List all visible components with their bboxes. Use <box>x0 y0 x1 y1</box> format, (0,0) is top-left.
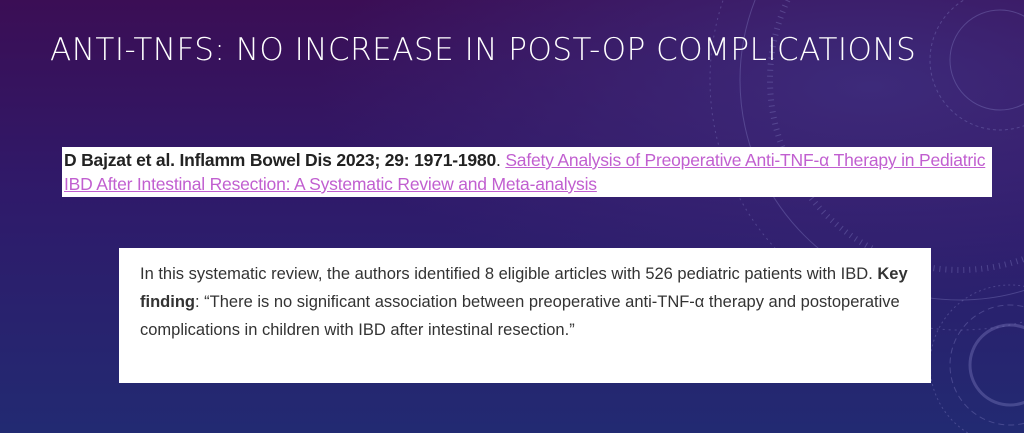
citation: D Bajzat et al. Inflamm Bowel Dis 2023; … <box>62 147 992 197</box>
citation-separator: . <box>495 150 501 170</box>
key-finding-label: Key finding <box>140 265 908 311</box>
quote-intro: In this systematic review, the authors i… <box>140 265 873 283</box>
key-finding-text: : “There is no significant association b… <box>140 293 900 339</box>
citation-authors: D Bajzat et al. <box>64 150 175 170</box>
citation-journal: Inflamm Bowel Dis 2023; 29: 1971-1980 <box>179 150 496 170</box>
article-link[interactable]: Safety Analysis of Preoperative Anti-TNF… <box>64 150 986 194</box>
slide-title: ANTI-TNFS: NO INCREASE IN POST-OP COMPLI… <box>50 32 917 68</box>
key-finding-box: In this systematic review, the authors i… <box>119 248 931 383</box>
